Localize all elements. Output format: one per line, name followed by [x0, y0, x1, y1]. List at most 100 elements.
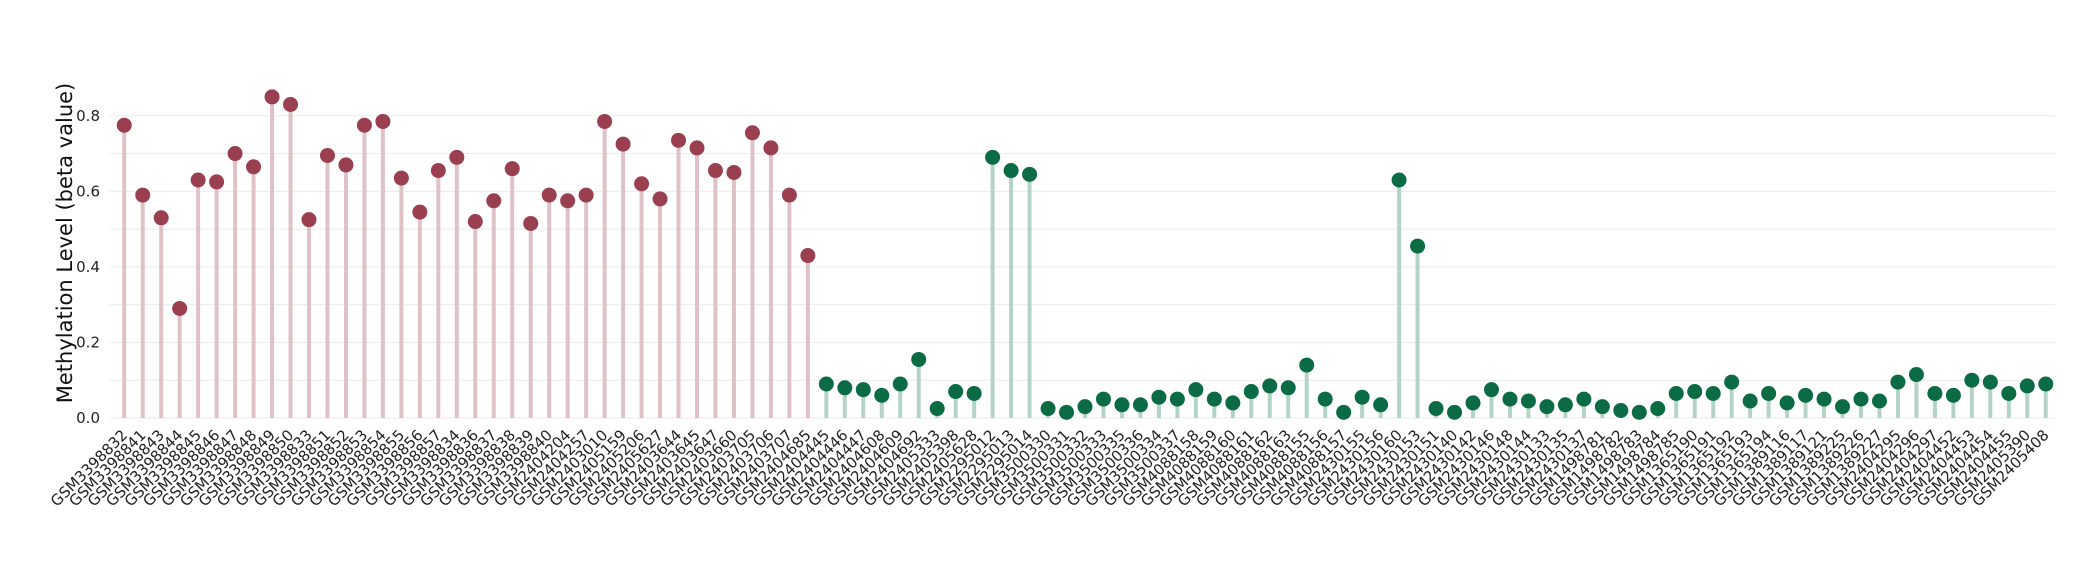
lollipop-point — [486, 193, 502, 209]
lollipop-point — [597, 113, 613, 129]
lollipop-point — [1539, 399, 1555, 415]
lollipop-point — [1354, 389, 1370, 405]
lollipop-point — [153, 210, 169, 226]
lollipop-point — [2038, 376, 2054, 392]
y-tick-label: 0.8 — [76, 107, 100, 125]
lollipop-point — [1132, 397, 1148, 413]
lollipop-point — [172, 300, 188, 316]
lollipop-point — [689, 140, 705, 156]
lollipop-point — [1077, 399, 1093, 415]
lollipop-point — [1502, 391, 1518, 407]
lollipop-point — [190, 172, 206, 188]
lollipop-point — [1687, 384, 1703, 400]
lollipop-point — [1798, 387, 1814, 403]
lollipop-point — [338, 157, 354, 173]
lollipop-point — [116, 117, 132, 133]
lollipop-point — [393, 170, 409, 186]
lollipop-point — [356, 117, 372, 133]
lollipop-point — [1613, 402, 1629, 418]
lollipop-point — [1927, 385, 1943, 401]
lollipop-point — [1650, 401, 1666, 417]
x-axis-ticks: GSM3398832GSM3398841GSM3398843GSM3398844… — [47, 426, 2053, 510]
lollipop-point — [541, 187, 557, 203]
lollipop-point — [1982, 374, 1998, 390]
lollipop-point — [246, 159, 262, 175]
lollipop-point — [1779, 395, 1795, 411]
lollipop-point — [615, 136, 631, 152]
lollipop-point — [1114, 397, 1130, 413]
lollipop-point — [1890, 374, 1906, 390]
lollipop-point — [1373, 397, 1389, 413]
lollipop-point — [1410, 238, 1426, 254]
lollipop-point — [763, 140, 779, 156]
lollipop-point — [430, 163, 446, 179]
lollipop-point — [800, 248, 816, 264]
lollipop-point — [319, 147, 335, 163]
lollipop-point — [1262, 378, 1278, 394]
lollipop-point — [1908, 367, 1924, 383]
lollipop-point — [892, 376, 908, 392]
lollipop-point — [1225, 395, 1241, 411]
lollipop-point — [1483, 382, 1499, 398]
y-axis-label: Methylation Level (beta value) — [53, 83, 77, 404]
lollipop-point — [966, 385, 982, 401]
lollipop-point — [1668, 385, 1684, 401]
lollipop-point — [781, 187, 797, 203]
lollipop-point — [1428, 401, 1444, 417]
lollipop-point — [1336, 404, 1352, 420]
y-axis-ticks: 0.0 0.2 0.4 0.6 0.8 — [76, 107, 100, 427]
lollipop-point — [634, 176, 650, 192]
lollipop-point — [560, 193, 576, 209]
lollipop-point — [375, 113, 391, 129]
lollipop-point — [671, 132, 687, 148]
y-tick-label: 0.0 — [76, 409, 100, 427]
lollipop-point — [1317, 391, 1333, 407]
lollipop-point — [1299, 357, 1315, 373]
lollipop-point — [1871, 393, 1887, 409]
lollipop-point — [1040, 401, 1056, 417]
gridlines — [110, 115, 2055, 419]
lollipop-point — [135, 187, 151, 203]
lollipop-stems — [122, 96, 2048, 418]
lollipop-point — [449, 149, 465, 165]
lollipop-point — [1742, 393, 1758, 409]
lollipop-point — [929, 401, 945, 417]
lollipop-point — [1280, 380, 1296, 396]
lollipop-point — [1724, 374, 1740, 390]
lollipop-point — [1022, 166, 1038, 182]
lollipop-point — [523, 215, 539, 231]
lollipop-point — [985, 149, 1001, 165]
lollipop-point — [726, 164, 742, 180]
lollipop-point — [412, 204, 428, 220]
lollipop-point — [1835, 399, 1851, 415]
lollipop-point — [1705, 385, 1721, 401]
y-tick-label: 0.2 — [76, 333, 100, 351]
lollipop-point — [652, 191, 668, 207]
lollipop-point — [1169, 391, 1185, 407]
y-tick-label: 0.4 — [76, 258, 100, 276]
lollipop-point — [1151, 389, 1167, 405]
lollipop-point — [1945, 387, 1961, 403]
lollipop-point — [1557, 397, 1573, 413]
lollipop-point — [1465, 395, 1481, 411]
lollipop-point — [227, 146, 243, 162]
lollipop-point — [264, 89, 280, 105]
lollipop-point — [1206, 391, 1222, 407]
lollipop-point — [855, 382, 871, 398]
y-tick-label: 0.6 — [76, 182, 100, 200]
lollipop-point — [1761, 385, 1777, 401]
lollipop-point — [1576, 391, 1592, 407]
lollipop-point — [818, 376, 834, 392]
lollipop-point — [874, 387, 890, 403]
lollipop-point — [707, 163, 723, 179]
lollipop-point — [1243, 384, 1259, 400]
lollipop-point — [301, 212, 317, 228]
lollipop-point — [744, 125, 760, 141]
lollipop-points — [116, 89, 2054, 420]
lollipop-point — [467, 214, 483, 230]
lollipop-point — [1059, 404, 1075, 420]
lollipop-point — [1816, 391, 1832, 407]
lollipop-point — [1964, 372, 1980, 388]
lollipop-point — [283, 96, 299, 112]
